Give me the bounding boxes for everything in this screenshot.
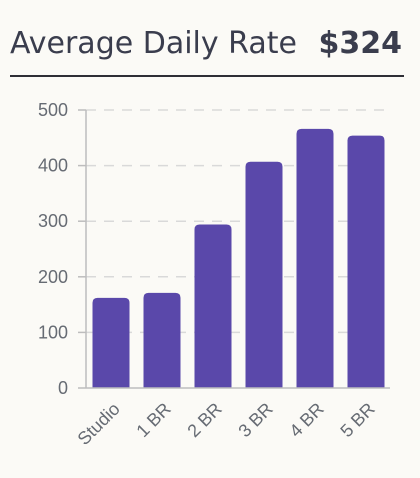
- x-tick-label-2-br: 2 BR: [183, 399, 225, 441]
- x-tick-label-3-br: 3 BR: [234, 399, 276, 441]
- x-tick-label-studio: Studio: [74, 399, 124, 449]
- header-divider: [10, 75, 404, 77]
- x-tick-label-1-br: 1 BR: [132, 399, 174, 441]
- average-daily-rate-value: $324: [318, 26, 403, 61]
- bar-3-br: [245, 161, 283, 388]
- y-tick-label-500: 500: [38, 100, 68, 120]
- chart-title: Average Daily Rate: [10, 26, 297, 61]
- y-tick-label-0: 0: [58, 378, 68, 398]
- bar-2-br: [194, 224, 232, 388]
- x-tick-label-5-br: 5 BR: [336, 399, 378, 441]
- bar-chart: 0 100 200 300 400 500 Studio 1 BR 2 BR 3 BR 4 BR 5 …: [38, 100, 390, 449]
- x-tick-label-4-br: 4 BR: [285, 399, 327, 441]
- chart-area: 0 100 200 300 400 500 Studio 1 BR 2 BR 3 BR 4 BR 5 …: [0, 90, 420, 474]
- bar-1-br: [143, 292, 181, 388]
- header: Average Daily Rate $324: [10, 22, 402, 66]
- bar-studio: [92, 297, 130, 388]
- bar-5-br: [347, 135, 385, 388]
- bar-4-br: [296, 128, 334, 388]
- y-tick-label-200: 200: [38, 267, 68, 287]
- y-tick-label-100: 100: [38, 322, 68, 342]
- y-tick-label-400: 400: [38, 156, 68, 176]
- y-tick-label-300: 300: [38, 211, 68, 231]
